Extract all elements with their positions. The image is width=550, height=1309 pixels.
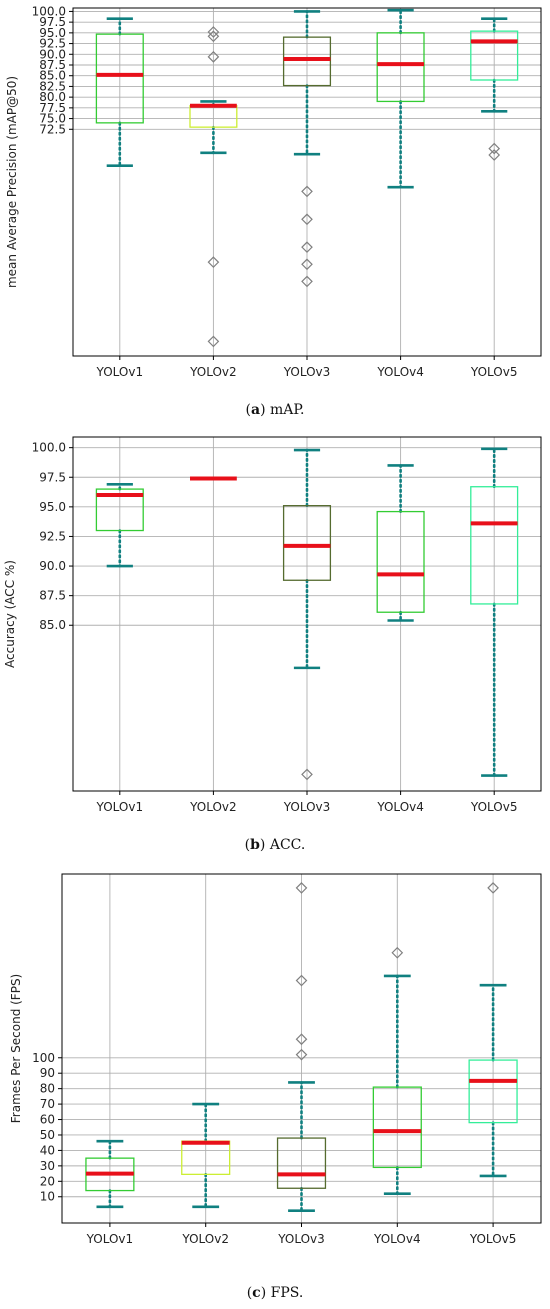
flier-point xyxy=(488,149,501,161)
flier-point xyxy=(207,26,220,38)
y-tick-label: 97.5 xyxy=(39,470,66,484)
y-tick-label: 80 xyxy=(40,1082,55,1096)
figure-caption: (a) mAP. xyxy=(246,402,305,418)
flier-point xyxy=(487,882,499,894)
y-tick-label: 90 xyxy=(40,1066,55,1080)
box-yolov5 xyxy=(470,486,519,605)
x-tick-label: YOLOv5 xyxy=(470,800,518,814)
flier-point xyxy=(207,335,220,348)
flier-point xyxy=(295,974,308,987)
y-axis-label: Accuracy (ACC %) xyxy=(3,560,17,668)
flier-point xyxy=(391,946,404,959)
y-tick-label: 80.0 xyxy=(39,90,66,104)
y-tick-label: 77.5 xyxy=(39,101,66,115)
box-yolov1 xyxy=(95,33,144,124)
y-axis-label: Frames Per Second (FPS) xyxy=(9,974,23,1124)
x-tick-label: YOLOv1 xyxy=(86,1232,134,1246)
box-yolov4 xyxy=(376,32,425,103)
flier-point xyxy=(301,768,313,781)
figure-caption: (b) ACC. xyxy=(245,837,306,853)
flier-point xyxy=(301,275,313,288)
y-tick-label: 85.0 xyxy=(39,69,66,83)
y-tick-label: 92.5 xyxy=(39,37,66,51)
y-tick-label: 50 xyxy=(40,1128,55,1142)
y-tick-label: 95.0 xyxy=(39,500,66,514)
box-yolov3 xyxy=(276,1137,327,1189)
box-yolov3 xyxy=(282,505,332,581)
flier-point xyxy=(295,882,308,894)
flier-point xyxy=(488,142,501,155)
figure-caption: (c) FPS. xyxy=(247,1285,304,1301)
y-tick-label: 87.5 xyxy=(39,589,66,603)
y-tick-label: 10 xyxy=(40,1190,55,1204)
box-yolov4 xyxy=(376,510,425,613)
chart-panel-a: 100.097.595.092.590.087.585.082.580.077.… xyxy=(5,4,542,418)
x-tick-label: YOLOv1 xyxy=(96,800,144,814)
box-yolov3 xyxy=(282,36,332,87)
y-tick-label: 100.0 xyxy=(32,4,66,18)
box-yolov5 xyxy=(470,30,519,81)
chart-panel-b: 100.0 97.5 95.0 92.5 90.0 87.5 85.0 YOLOv1 YOLOv… xyxy=(3,436,542,853)
box-yolov1 xyxy=(95,488,144,532)
y-tick-label: 82.5 xyxy=(39,79,66,93)
x-tick-label: YOLOv3 xyxy=(283,365,331,379)
x-tick-label: YOLOv4 xyxy=(376,365,424,379)
y-tick-label: 75.0 xyxy=(39,112,66,126)
x-tick-label: YOLOv3 xyxy=(277,1232,325,1246)
x-tick-label: YOLOv5 xyxy=(469,1232,517,1246)
y-tick-label: 90.0 xyxy=(39,47,66,61)
y-tick-label: 92.5 xyxy=(39,529,66,543)
x-tick-label: YOLOv2 xyxy=(181,1232,229,1246)
flier-point xyxy=(207,51,220,63)
x-tick-label: YOLOv4 xyxy=(376,800,424,814)
x-tick-label: YOLOv3 xyxy=(283,800,331,814)
x-tick-label: YOLOv1 xyxy=(96,365,144,379)
flier-point xyxy=(301,241,313,253)
box-yolov4 xyxy=(372,1086,422,1169)
x-tick-label: YOLOv2 xyxy=(189,800,237,814)
y-tick-label: 100 xyxy=(32,1051,55,1065)
flier-point xyxy=(295,1033,308,1046)
y-tick-label: 90.0 xyxy=(39,559,66,573)
y-tick-label: 70 xyxy=(40,1097,55,1111)
y-tick-label: 85.0 xyxy=(39,618,66,632)
y-tick-label: 95.0 xyxy=(39,26,66,40)
flier-point xyxy=(301,213,313,226)
y-tick-label: 97.5 xyxy=(39,15,66,29)
flier-point xyxy=(207,30,220,43)
flier-point xyxy=(301,258,313,271)
flier-point xyxy=(301,185,313,198)
y-tick-label: 100.0 xyxy=(32,441,66,455)
y-tick-label: 60 xyxy=(40,1113,55,1127)
y-tick-label: 40 xyxy=(40,1143,55,1157)
y-tick-label: 20 xyxy=(40,1174,55,1188)
y-tick-label: 87.5 xyxy=(39,58,66,72)
box-yolov5 xyxy=(468,1059,518,1124)
flier-point xyxy=(207,256,220,268)
x-tick-label: YOLOv4 xyxy=(373,1232,421,1246)
x-tick-label: YOLOv2 xyxy=(189,365,237,379)
x-tick-label: YOLOv5 xyxy=(470,365,518,379)
y-tick-label: 72.5 xyxy=(39,122,66,136)
flier-point xyxy=(295,1048,308,1061)
y-tick-label: 30 xyxy=(40,1159,55,1173)
y-axis-label: mean Average Precision (mAP@50) xyxy=(5,76,19,288)
